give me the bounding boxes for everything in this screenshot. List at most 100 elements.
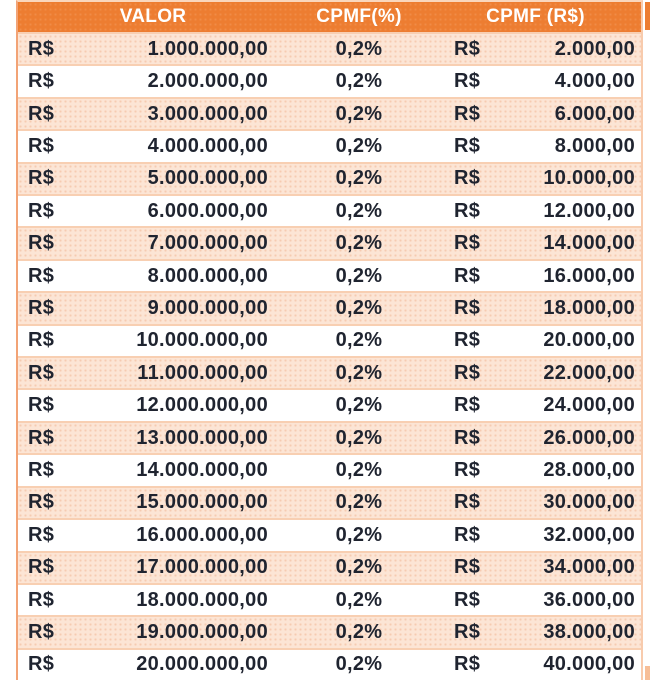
cpmf-pct-cell[interactable]: 0,2% [288,617,430,647]
cpmf-rs-cell[interactable]: R$ 18.000,00 [430,293,641,323]
cpmf-pct-cell[interactable]: 0,2% [288,585,430,615]
cpmf-rs-value: 20.000,00 [543,329,635,352]
cpmf-rs-value: 10.000,00 [543,167,635,190]
cpmf-pct-cell[interactable]: 0,2% [288,261,430,291]
cpmf-rs-cell[interactable]: R$ 10.000,00 [430,164,641,194]
table-row: R$ 16.000.000,00 0,2% R$ 32.000,00 [18,518,641,551]
cpmf-rs-value: 8.000,00 [554,134,635,157]
valor-value: 15.000.000,00 [136,491,268,514]
cpmf-pct-cell[interactable]: 0,2% [288,99,430,129]
cpmf-rs-cell[interactable]: R$ 20.000,00 [430,326,641,356]
cpmf-pct-cell[interactable]: 0,2% [288,650,430,680]
cpmf-rs-value: 32.000,00 [543,523,635,546]
cpmf-pct-cell[interactable]: 0,2% [288,423,430,453]
valor-cell[interactable]: R$ 4.000.000,00 [18,131,288,161]
cpmf-rs-cell[interactable]: R$ 2.000,00 [430,34,641,64]
valor-cell[interactable]: R$ 19.000.000,00 [18,617,288,647]
valor-value: 1.000.000,00 [147,37,268,60]
valor-cell[interactable]: R$ 1.000.000,00 [18,34,288,64]
cpmf-pct-cell[interactable]: 0,2% [288,196,430,226]
valor-cell[interactable]: R$ 14.000.000,00 [18,455,288,485]
valor-cell[interactable]: R$ 3.000.000,00 [18,99,288,129]
valor-cell[interactable]: R$ 20.000.000,00 [18,650,288,680]
cpmf-rs-cell[interactable]: R$ 38.000,00 [430,617,641,647]
valor-cell[interactable]: R$ 15.000.000,00 [18,488,288,518]
cpmf-pct-cell[interactable]: 0,2% [288,293,430,323]
cpmf-rs-cell[interactable]: R$ 6.000,00 [430,99,641,129]
cpmf-rs-cell[interactable]: R$ 24.000,00 [430,390,641,420]
valor-cell[interactable]: R$ 10.000.000,00 [18,326,288,356]
valor-cell[interactable]: R$ 12.000.000,00 [18,390,288,420]
valor-value: 2.000.000,00 [147,70,268,93]
valor-cell[interactable]: R$ 8.000.000,00 [18,261,288,291]
cpmf-rs-cell[interactable]: R$ 8.000,00 [430,131,641,161]
table-row: R$ 1.000.000,00 0,2% R$ 2.000,00 [18,32,641,65]
cpmf-pct-cell[interactable]: 0,2% [288,326,430,356]
currency-prefix: R$ [454,37,481,60]
cpmf-pct-cell[interactable]: 0,2% [288,358,430,388]
cpmf-pct-cell[interactable]: 0,2% [288,488,430,518]
header-cell-cpmf-pct[interactable]: CPMF(%) [316,6,402,27]
cpmf-rs-cell[interactable]: R$ 12.000,00 [430,196,641,226]
cpmf-pct-cell[interactable]: 0,2% [288,390,430,420]
valor-cell[interactable]: R$ 6.000.000,00 [18,196,288,226]
valor-cell[interactable]: R$ 18.000.000,00 [18,585,288,615]
table-row: R$ 5.000.000,00 0,2% R$ 10.000,00 [18,161,641,195]
valor-cell[interactable]: R$ 16.000.000,00 [18,520,288,550]
valor-cell[interactable]: R$ 5.000.000,00 [18,164,288,194]
valor-value: 12.000.000,00 [136,394,268,417]
currency-prefix: R$ [454,264,481,287]
clipped-adjacent-header-cell [645,2,650,30]
header-cell-valor[interactable]: VALOR [119,6,187,27]
cpmf-rs-cell[interactable]: R$ 40.000,00 [430,650,641,680]
cpmf-rs-cell[interactable]: R$ 22.000,00 [430,358,641,388]
valor-cell[interactable]: R$ 11.000.000,00 [18,358,288,388]
cpmf-pct-value: 0,2% [335,394,383,417]
cpmf-rs-cell[interactable]: R$ 34.000,00 [430,553,641,583]
cpmf-rs-cell[interactable]: R$ 30.000,00 [430,488,641,518]
valor-cell[interactable]: R$ 9.000.000,00 [18,293,288,323]
cpmf-rs-cell[interactable]: R$ 28.000,00 [430,455,641,485]
cpmf-pct-cell[interactable]: 0,2% [288,553,430,583]
valor-cell[interactable]: R$ 17.000.000,00 [18,553,288,583]
table-row: R$ 11.000.000,00 0,2% R$ 22.000,00 [18,356,641,389]
valor-value: 14.000.000,00 [136,458,268,481]
valor-cell[interactable]: R$ 7.000.000,00 [18,228,288,258]
cpmf-pct-cell[interactable]: 0,2% [288,66,430,96]
cpmf-pct-cell[interactable]: 0,2% [288,34,430,64]
cpmf-pct-cell[interactable]: 0,2% [288,228,430,258]
cpmf-pct-value: 0,2% [335,588,383,611]
cpmf-rs-cell[interactable]: R$ 36.000,00 [430,585,641,615]
cpmf-pct-value: 0,2% [335,653,383,676]
cpmf-rs-cell[interactable]: R$ 32.000,00 [430,520,641,550]
valor-cell[interactable]: R$ 2.000.000,00 [18,66,288,96]
valor-value: 16.000.000,00 [136,523,268,546]
table-row: R$ 14.000.000,00 0,2% R$ 28.000,00 [18,453,641,486]
cpmf-pct-cell[interactable]: 0,2% [288,520,430,550]
cpmf-pct-value: 0,2% [335,523,383,546]
cpmf-pct-cell[interactable]: 0,2% [288,164,430,194]
cpmf-pct-value: 0,2% [335,264,383,287]
cpmf-rs-cell[interactable]: R$ 26.000,00 [430,423,641,453]
cpmf-rs-cell[interactable]: R$ 4.000,00 [430,66,641,96]
currency-prefix: R$ [454,588,481,611]
cpmf-rs-value: 14.000,00 [543,232,635,255]
cpmf-pct-value: 0,2% [335,134,383,157]
header-cell-cpmf-rs[interactable]: CPMF (R$) [486,6,585,27]
valor-cell[interactable]: R$ 13.000.000,00 [18,423,288,453]
table-row: R$ 19.000.000,00 0,2% R$ 38.000,00 [18,615,641,648]
cpmf-pct-value: 0,2% [335,102,383,125]
currency-prefix: R$ [28,167,55,190]
currency-prefix: R$ [454,199,481,222]
table-row: R$ 17.000.000,00 0,2% R$ 34.000,00 [18,550,641,583]
currency-prefix: R$ [28,361,55,384]
cpmf-pct-cell[interactable]: 0,2% [288,131,430,161]
currency-prefix: R$ [28,329,55,352]
cpmf-pct-cell[interactable]: 0,2% [288,455,430,485]
valor-value: 10.000.000,00 [136,329,268,352]
table-row: R$ 18.000.000,00 0,2% R$ 36.000,00 [18,582,641,616]
cpmf-rs-value: 24.000,00 [543,394,635,417]
cpmf-rs-cell[interactable]: R$ 14.000,00 [430,228,641,258]
valor-value: 18.000.000,00 [136,588,268,611]
cpmf-rs-cell[interactable]: R$ 16.000,00 [430,261,641,291]
